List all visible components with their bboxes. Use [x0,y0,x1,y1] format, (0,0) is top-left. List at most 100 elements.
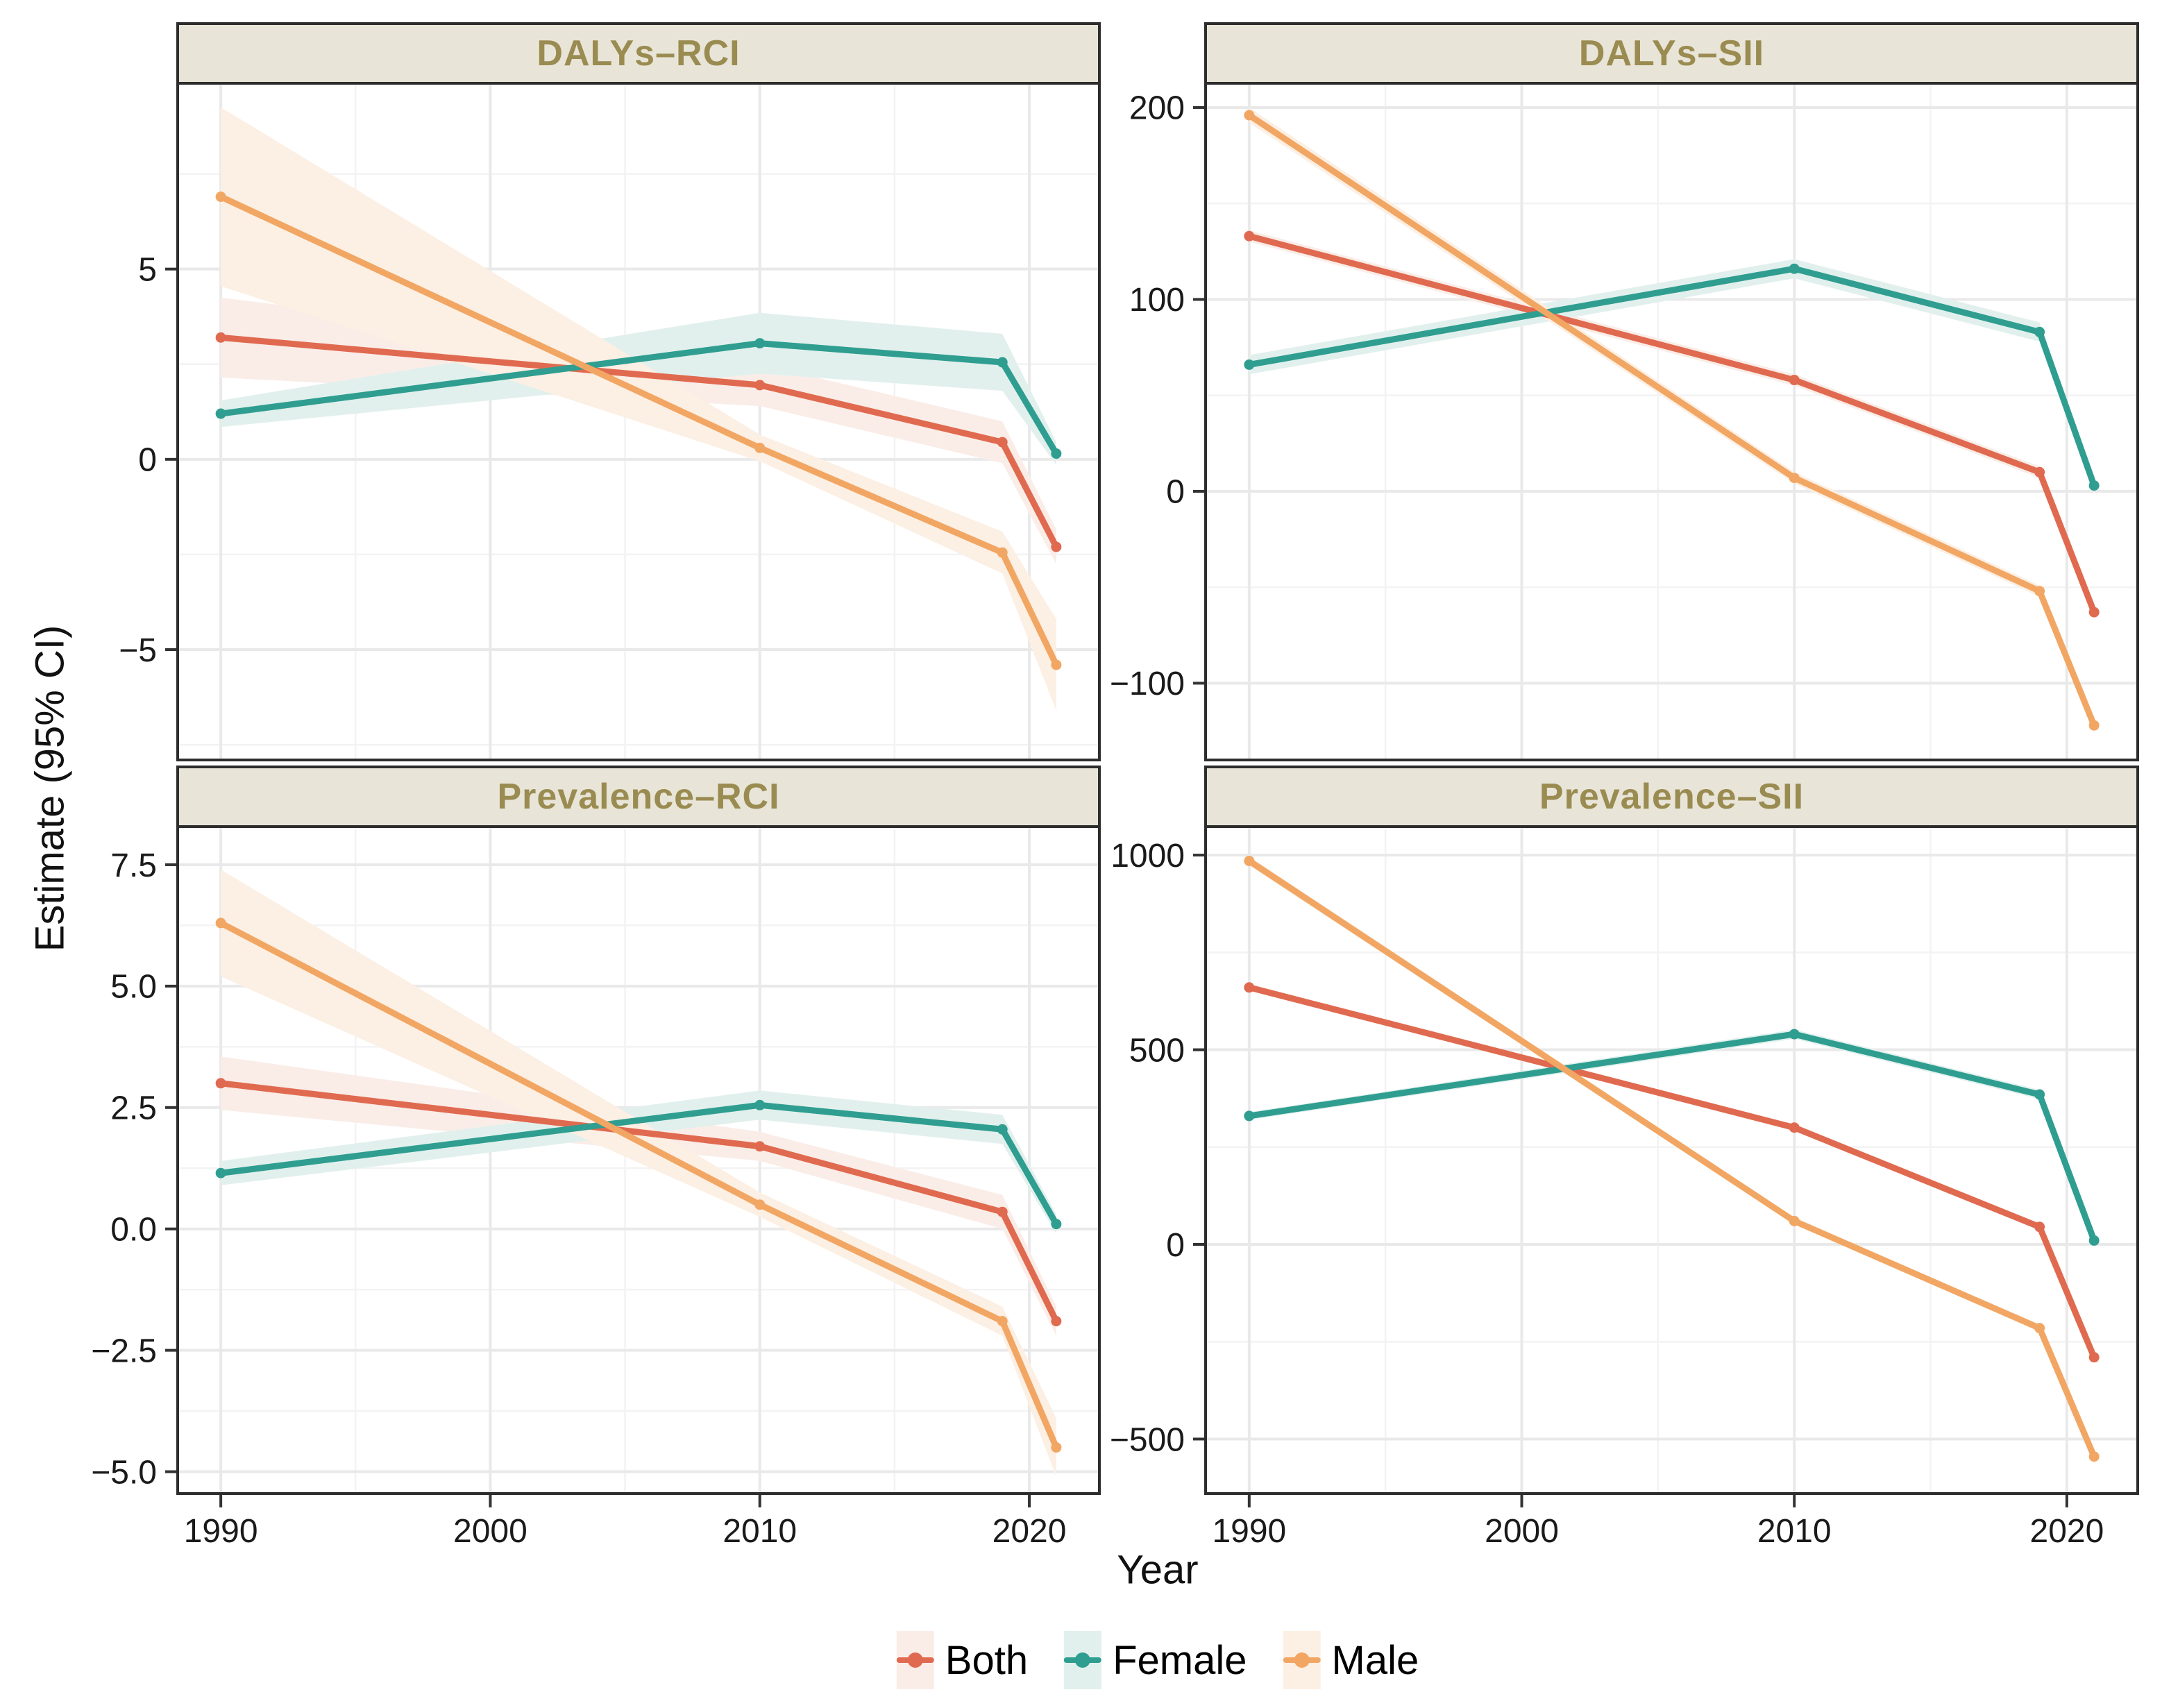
line-male [1246,857,2097,1460]
point-both [1244,230,1255,242]
legend-point-icon [1294,1652,1310,1668]
legend-key-female-icon [1064,1631,1102,1689]
y-tick-label: 0.0 [110,1211,157,1248]
x-tick-label: 2020 [993,1513,1067,1550]
legend-item-both: Both [896,1631,1029,1689]
point-female [2034,1089,2045,1100]
panel-3: 1000 500 0 −500 1990 2000 2010 2020 [1110,825,2139,1550]
y-tick-label: −500 [1110,1421,1185,1458]
line-female [1246,1031,2097,1244]
line-male [1246,112,2097,729]
line-female [217,340,1060,457]
y-tick-label: 100 [1129,282,1185,319]
line-male [217,920,1060,1451]
point-male [1789,1215,1800,1226]
facet-title-dalys-rci: DALYs–RCI [537,33,741,74]
point-male [1051,1442,1062,1453]
y-tick-label: −100 [1110,666,1185,702]
ribbon-female [221,1090,1056,1234]
facet-strip-prevalence-sii: Prevalence–SII [1204,766,2139,828]
point-both [215,1078,226,1089]
x-tick-label: 1990 [1212,1513,1286,1550]
point-both [1051,1316,1062,1327]
facet-strip-dalys-rci: DALYs–RCI [176,22,1101,85]
point-both [215,332,226,343]
y-tick-label: −5.0 [91,1454,157,1491]
point-male [2088,720,2100,731]
y-axis-title: Estimate (95% CI) [27,625,73,952]
point-male [2034,586,2045,597]
point-female [754,338,766,349]
facet-title-prevalence-rci: Prevalence–RCI [497,777,780,817]
point-male [1244,855,1255,866]
point-female [2034,326,2045,337]
point-both [1789,375,1800,386]
y-tick-label: 1000 [1110,838,1185,874]
y-tick-label: 5.0 [110,969,157,1006]
point-male [2088,1451,2100,1462]
panel-2: 7.5 5.0 2.5 0.0 −2.5 −5.0 1990 2000 2010 2020 [91,825,1101,1550]
legend-item-female: Female [1064,1631,1247,1689]
x-tick-label: 2000 [453,1513,527,1550]
line-female [217,1101,1060,1228]
point-female [1051,448,1062,459]
legend-point-icon [907,1652,923,1668]
line-both [1246,984,2097,1361]
point-male [754,442,766,453]
legend-label-both: Both [945,1637,1029,1683]
point-male [754,1199,766,1210]
x-axis-title: Year [1117,1547,1199,1593]
point-both [2088,1352,2100,1363]
x-tick-label: 2010 [723,1513,797,1550]
facet-strip-prevalence-rci: Prevalence–RCI [176,766,1101,828]
legend: Both Female Male [896,1631,1419,1689]
point-female [997,1124,1008,1135]
point-male [1789,473,1800,484]
legend-key-male-icon [1283,1631,1321,1689]
point-female [1789,1029,1800,1040]
facet-strip-dalys-sii: DALYs–SII [1204,22,2139,85]
point-female [2088,480,2100,491]
ribbon-both [1249,230,2095,618]
point-male [215,191,226,202]
legend-label-male: Male [1331,1637,1419,1683]
line-male [217,193,1060,668]
point-both [2088,607,2100,618]
point-both [754,380,766,391]
x-tick-label: 2000 [1485,1513,1559,1550]
point-female [997,357,1008,368]
ribbon-male [221,107,1056,711]
facet-title-prevalence-sii: Prevalence–SII [1539,777,1805,817]
ribbon-both [221,1056,1056,1336]
line-both [1246,232,2097,616]
point-both [1789,1122,1800,1133]
y-tick-label: 500 [1129,1032,1185,1069]
point-female [1051,1219,1062,1230]
y-tick-label: 7.5 [110,847,157,884]
y-tick-label: 2.5 [110,1090,157,1127]
x-tick-label: 2010 [1757,1513,1832,1550]
y-tick-label: 200 [1129,90,1185,127]
point-male [2034,1323,2045,1334]
y-tick-label: 5 [138,251,157,288]
y-tick-label: 0 [1166,474,1185,511]
panel-1: 200 100 0 −100 [1110,81,2139,761]
line-both [217,1080,1060,1325]
ribbon-male [221,869,1056,1477]
x-tick-label: 1990 [184,1513,258,1550]
legend-point-icon [1075,1652,1091,1668]
point-female [1789,263,1800,274]
point-female [2088,1235,2100,1246]
point-both [2034,1221,2045,1233]
point-both [2034,466,2045,477]
point-female [215,1167,226,1178]
point-male [1051,659,1062,670]
point-male [215,918,226,929]
y-tick-label: 0 [138,442,157,479]
point-both [754,1141,766,1152]
point-both [1051,541,1062,552]
point-both [997,437,1008,448]
line-both [217,334,1060,550]
